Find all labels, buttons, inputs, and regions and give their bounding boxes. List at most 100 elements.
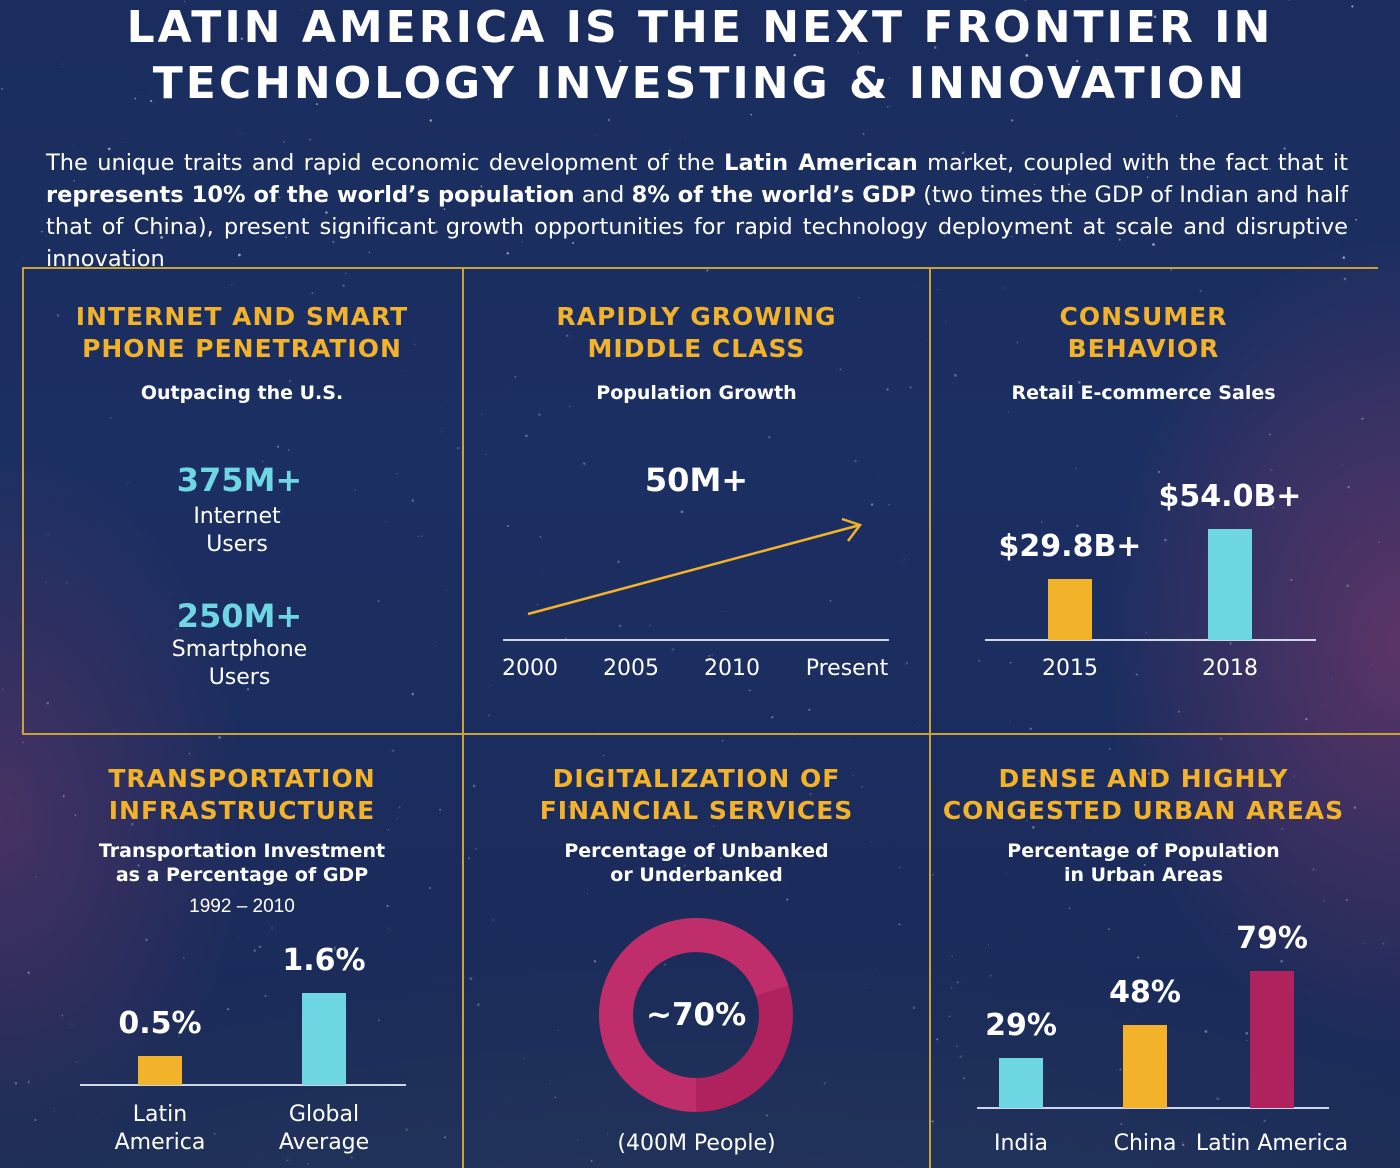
star bbox=[926, 339, 927, 341]
star bbox=[480, 185, 483, 188]
star bbox=[391, 749, 395, 752]
star bbox=[332, 240, 335, 244]
subtitle-line: Percentage of Population bbox=[1007, 840, 1280, 862]
star bbox=[1183, 320, 1186, 323]
grid-line-middle bbox=[22, 733, 1400, 735]
star bbox=[160, 236, 163, 239]
star bbox=[443, 208, 446, 210]
star bbox=[427, 98, 430, 101]
unbanked-donut-chart bbox=[599, 918, 793, 1112]
star bbox=[137, 864, 140, 867]
star bbox=[139, 534, 141, 536]
star bbox=[231, 284, 233, 286]
star bbox=[1005, 871, 1007, 873]
chart-axis bbox=[80, 1084, 406, 1086]
star bbox=[444, 1136, 446, 1139]
star bbox=[338, 953, 340, 955]
category-label-line: Average bbox=[278, 1130, 370, 1155]
star bbox=[1076, 930, 1078, 932]
star bbox=[279, 197, 281, 199]
star bbox=[417, 535, 419, 537]
star bbox=[786, 898, 789, 901]
star bbox=[861, 786, 863, 788]
star bbox=[989, 974, 993, 977]
star bbox=[619, 60, 621, 62]
star bbox=[541, 572, 543, 574]
star bbox=[602, 754, 605, 757]
star bbox=[469, 977, 473, 980]
star bbox=[388, 927, 390, 929]
star bbox=[854, 459, 857, 463]
star bbox=[829, 599, 832, 602]
star bbox=[14, 1081, 18, 1085]
intro-text: market, coupled with the fact that it bbox=[917, 149, 1349, 176]
star bbox=[377, 599, 380, 603]
star bbox=[1176, 32, 1178, 34]
star bbox=[706, 269, 709, 272]
subtitle-line: Percentage of Unbanked bbox=[564, 840, 829, 862]
star bbox=[1170, 269, 1172, 271]
star bbox=[78, 1114, 80, 1116]
star bbox=[1263, 1119, 1266, 1123]
star bbox=[1077, 381, 1081, 384]
star bbox=[1345, 899, 1348, 902]
star bbox=[342, 284, 345, 287]
star bbox=[356, 162, 359, 165]
star bbox=[568, 805, 571, 808]
category-label: China bbox=[1113, 1131, 1177, 1156]
star bbox=[258, 905, 261, 909]
bar-value-label: 0.5% bbox=[118, 1006, 202, 1042]
star bbox=[858, 52, 860, 54]
tick-label-2010: 2010 bbox=[704, 656, 760, 681]
star bbox=[273, 455, 275, 457]
star bbox=[870, 841, 872, 843]
star bbox=[258, 945, 262, 949]
star bbox=[582, 463, 584, 464]
star bbox=[287, 397, 290, 400]
tick-label-2000: 2000 bbox=[502, 656, 558, 681]
heading-line: INTERNET AND SMART bbox=[75, 302, 409, 331]
bar-value-label: $29.8B+ bbox=[998, 528, 1142, 564]
category-label: Latin America bbox=[60, 1101, 260, 1157]
star bbox=[866, 983, 868, 985]
star bbox=[163, 157, 165, 159]
star bbox=[937, 289, 939, 291]
label-line: Smartphone bbox=[171, 637, 308, 662]
star bbox=[745, 851, 747, 853]
star bbox=[1216, 1097, 1220, 1101]
star bbox=[538, 413, 541, 416]
category-label: India bbox=[994, 1131, 1048, 1156]
heading-line: CONGESTED URBAN AREAS bbox=[942, 796, 1345, 825]
star bbox=[1272, 507, 1274, 509]
star bbox=[1040, 520, 1043, 523]
star bbox=[472, 784, 476, 788]
star bbox=[457, 446, 460, 450]
star bbox=[905, 661, 909, 665]
star bbox=[1290, 578, 1293, 581]
star bbox=[440, 430, 443, 433]
donut-center-value: ~70% bbox=[646, 997, 747, 1033]
star bbox=[951, 955, 953, 958]
star bbox=[1355, 218, 1358, 221]
star bbox=[1152, 243, 1155, 246]
star bbox=[1361, 417, 1364, 420]
star bbox=[387, 828, 390, 831]
star bbox=[569, 90, 570, 92]
star bbox=[131, 822, 134, 826]
star bbox=[945, 320, 947, 323]
star bbox=[421, 535, 423, 537]
star bbox=[311, 310, 313, 312]
star bbox=[325, 211, 328, 214]
tick-label-present: Present bbox=[805, 656, 889, 681]
star bbox=[1307, 991, 1310, 993]
star bbox=[1378, 541, 1380, 543]
star bbox=[62, 795, 65, 798]
star bbox=[1037, 779, 1041, 783]
star bbox=[1288, 0, 1290, 1]
star bbox=[396, 473, 398, 475]
star bbox=[917, 286, 919, 288]
star bbox=[1207, 794, 1209, 796]
star bbox=[711, 847, 714, 850]
star bbox=[45, 581, 47, 583]
star bbox=[27, 971, 31, 974]
